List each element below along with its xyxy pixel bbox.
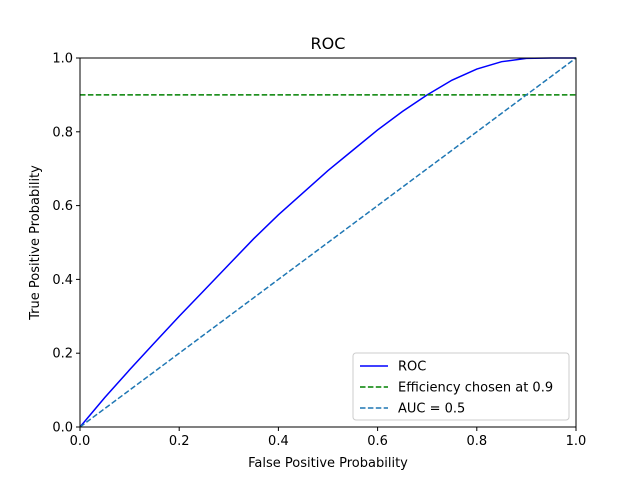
y-tick-label: 0.8 (52, 125, 73, 140)
legend: ROC Efficiency chosen at 0.9 AUC = 0.5 (352, 352, 570, 421)
y-axis-label: True Positive Probability (28, 165, 43, 321)
legend-label-2: AUC = 0.5 (398, 402, 465, 417)
chart-title: ROC (311, 34, 346, 53)
y-tick-label: 0.0 (52, 421, 73, 436)
x-tick-label: 0.0 (70, 434, 91, 449)
plot-frame (79, 57, 577, 428)
y-tick-label: 1.0 (52, 52, 73, 67)
x-tick-label: 1.0 (566, 434, 587, 449)
ticks-layer: 0.0 0.2 0.4 0.6 0.8 1.0 0.0 0.2 0.4 0.6 0.8 1.0 (52, 52, 586, 450)
legend-box (352, 352, 570, 421)
series-line-0 (79, 57, 576, 428)
series-layer (79, 57, 577, 428)
x-tick-label: 0.2 (169, 434, 190, 449)
y-tick-label: 0.4 (52, 273, 73, 288)
x-tick-label: 0.4 (268, 434, 289, 449)
x-tick-label: 0.8 (466, 434, 487, 449)
legend-label-0: ROC (398, 360, 426, 375)
x-axis-label: False Positive Probability (248, 456, 408, 471)
y-tick-label: 0.2 (52, 347, 73, 362)
y-tick-label: 0.6 (52, 199, 73, 214)
series-line-2 (79, 57, 577, 428)
legend-label-1: Efficiency chosen at 0.9 (398, 381, 553, 396)
x-tick-label: 0.6 (367, 434, 388, 449)
